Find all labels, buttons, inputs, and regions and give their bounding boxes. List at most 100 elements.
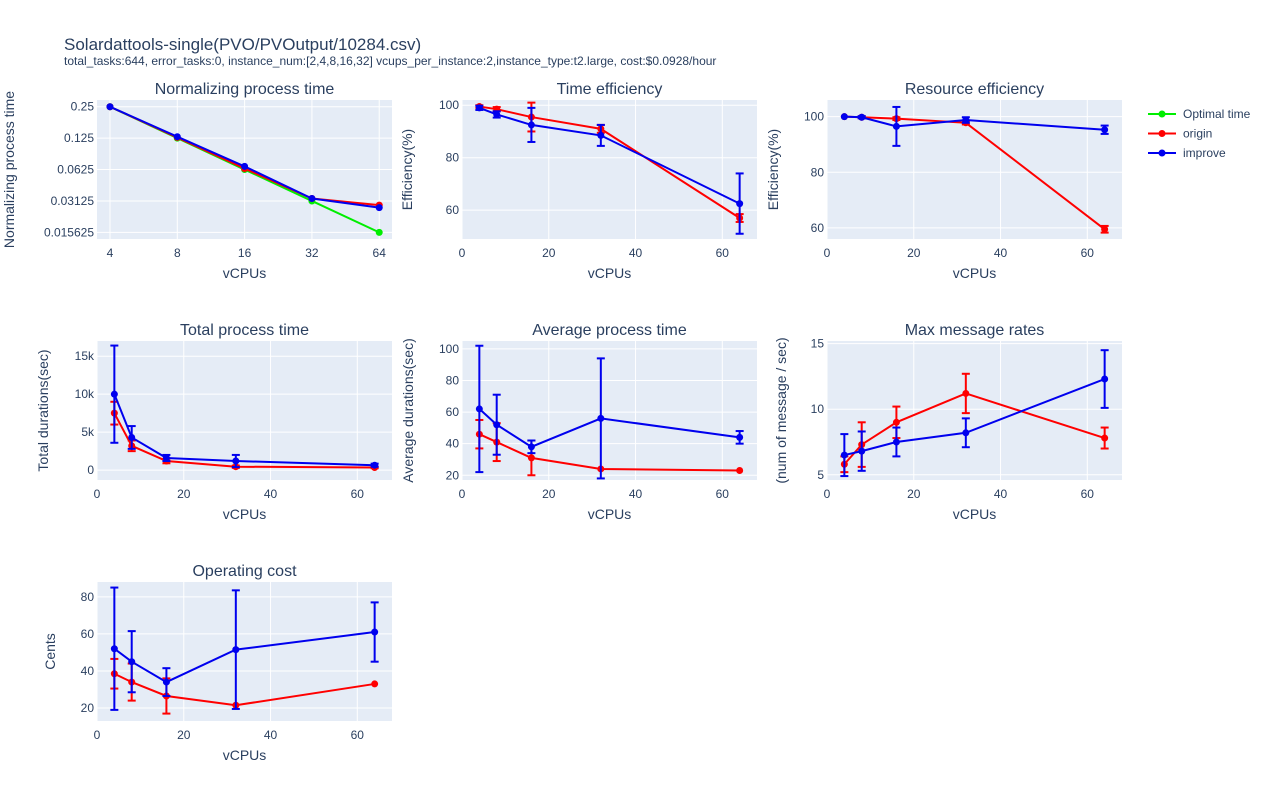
legend-item-origin[interactable]: origin — [1148, 127, 1212, 141]
data-point — [308, 194, 316, 202]
y-tick-label: 40 — [446, 437, 460, 451]
x-axis-label: vCPUs — [588, 506, 632, 522]
series-improve — [475, 104, 744, 235]
y-axis-label: Efficiency(%) — [765, 129, 781, 210]
legend-item-improve[interactable]: improve — [1148, 146, 1226, 160]
x-tick-label: 20 — [542, 487, 556, 501]
legend-label: improve — [1183, 146, 1226, 160]
y-tick-label: 60 — [446, 203, 460, 217]
legend-label: Optimal time — [1183, 107, 1251, 121]
plot-background — [97, 582, 392, 721]
main-subtitle: total_tasks:644, error_tasks:0, instance… — [64, 54, 716, 68]
y-tick-label: 0.0625 — [57, 163, 94, 177]
x-tick-label: 40 — [994, 246, 1008, 260]
data-point — [858, 113, 866, 121]
y-tick-label: 0.125 — [64, 131, 94, 145]
data-point — [597, 414, 605, 422]
data-point — [232, 646, 240, 654]
data-point — [475, 405, 483, 413]
series-improve — [840, 349, 1109, 478]
y-tick-label: 100 — [439, 98, 459, 112]
legend-label: origin — [1183, 127, 1212, 141]
subplot-title: Total process time — [180, 322, 309, 339]
x-tick-label: 60 — [1081, 487, 1095, 501]
x-tick-label: 0 — [824, 246, 831, 260]
subplot-normalizing-process-time: 4 8 16 32 64 0.015625 0.03125 0.0625 0.125 0.25 No… — [1, 81, 392, 281]
legend-item-optimal-time[interactable]: Optimal time — [1148, 107, 1251, 121]
subplot-total-process-time: 0 20 40 60 0 5k 10k 15k Total process time vCPUs T… — [35, 322, 392, 522]
data-point — [110, 390, 118, 398]
data-point — [736, 467, 744, 475]
data-point — [371, 628, 379, 636]
data-point — [106, 103, 114, 111]
y-tick-label: 20 — [81, 701, 95, 715]
x-tick-label: 40 — [264, 487, 278, 501]
plot-background — [462, 341, 757, 480]
y-axis-label: Cents — [42, 633, 58, 670]
x-tick-label: 20 — [177, 487, 191, 501]
x-tick-label: 0 — [459, 487, 466, 501]
y-tick-label: 80 — [446, 373, 460, 387]
subplot-average-process-time: 0 20 40 60 20 40 60 80 100 Average process time vC… — [400, 322, 757, 522]
data-point — [962, 429, 970, 437]
x-tick-label: 32 — [305, 246, 319, 260]
y-axis-label: Normalizing process time — [1, 91, 17, 248]
data-point — [110, 645, 118, 653]
data-point — [527, 454, 535, 462]
y-axis-label: Average durations(sec) — [400, 338, 416, 482]
x-tick-label: 20 — [907, 246, 921, 260]
data-point — [597, 131, 605, 139]
y-tick-label: 0.03125 — [51, 194, 95, 208]
y-tick-label: 100 — [439, 342, 459, 356]
data-point — [892, 438, 900, 446]
y-tick-label: 10 — [811, 402, 825, 416]
data-point — [1101, 375, 1109, 383]
series-improve — [110, 344, 379, 469]
y-axis-label: Total durations(sec) — [35, 349, 51, 471]
data-point — [1101, 225, 1109, 233]
data-point — [375, 228, 383, 236]
x-tick-label: 40 — [264, 728, 278, 742]
legend-swatch-marker — [1158, 149, 1166, 157]
y-tick-label: 60 — [446, 405, 460, 419]
x-tick-label: 60 — [1081, 246, 1095, 260]
data-point — [371, 680, 379, 688]
data-point — [162, 678, 170, 686]
x-tick-label: 0 — [459, 246, 466, 260]
data-point — [736, 200, 744, 208]
data-point — [1101, 126, 1109, 134]
data-point — [493, 110, 501, 118]
subplot-resource-efficiency: 0 20 40 60 60 80 100 Resource efficiency vCPUs Ef… — [765, 81, 1122, 281]
data-point — [892, 122, 900, 130]
data-point — [241, 162, 249, 170]
data-point — [962, 389, 970, 397]
data-point — [858, 447, 866, 455]
legend[interactable]: Optimal time origin improve — [1148, 107, 1251, 160]
x-tick-label: 64 — [373, 246, 387, 260]
subplot-operating-cost: 0 20 40 60 20 40 60 80 Operating cost vCPUs Cents — [42, 563, 392, 763]
data-point — [128, 658, 136, 666]
x-tick-label: 8 — [174, 246, 181, 260]
data-point — [1101, 434, 1109, 442]
plot-background — [827, 100, 1122, 239]
data-point — [475, 104, 483, 112]
y-tick-label: 80 — [446, 151, 460, 165]
data-point — [375, 204, 383, 212]
x-tick-label: 40 — [629, 246, 643, 260]
x-axis-label: vCPUs — [953, 265, 997, 281]
y-tick-label: 80 — [81, 590, 95, 604]
x-axis-label: vCPUs — [223, 265, 267, 281]
data-point — [736, 433, 744, 441]
y-tick-label: 20 — [446, 468, 460, 482]
x-tick-label: 4 — [107, 246, 114, 260]
x-tick-label: 60 — [716, 487, 730, 501]
y-axis-label: Efficiency(%) — [399, 129, 415, 210]
x-tick-label: 20 — [177, 728, 191, 742]
subplot-time-efficiency: 0 20 40 60 60 80 100 Time efficiency vCPUs Effici… — [399, 81, 757, 281]
data-point — [892, 418, 900, 426]
y-axis-label: (num of message / sec) — [773, 337, 789, 483]
y-tick-label: 80 — [811, 165, 825, 179]
plot-background — [462, 100, 757, 239]
main-title: Solardattools-single(PVO/PVOutput/10284.… — [64, 35, 421, 54]
